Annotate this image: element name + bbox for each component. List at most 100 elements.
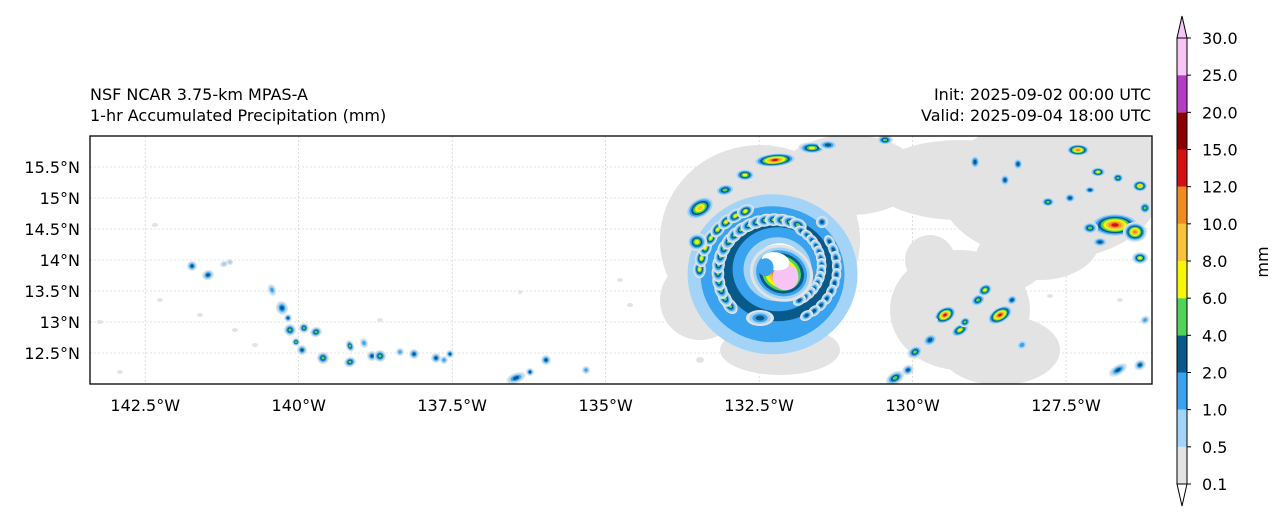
precip-area [157,298,163,302]
precip-contour [300,348,304,352]
precip-contour [831,247,836,252]
valid-time: Valid: 2025-09-04 18:00 UTC [920,106,1151,125]
precip-contour [694,240,700,244]
precip-contour [834,272,838,278]
precip-area [932,318,938,322]
precip-area [772,264,799,291]
precip-contour [1087,226,1093,230]
field-name: 1-hr Accumulated Precipitation (mm) [90,106,387,125]
colorbar-tick-label: 0.1 [1202,475,1227,494]
precip-contour [824,296,829,301]
colorbar-extend-min [1176,483,1188,507]
colorbar-segment [1177,409,1187,447]
precip-contour [412,352,416,356]
precip-contour [221,262,227,266]
precip-contour [1068,196,1072,200]
precip-contour [544,358,548,362]
lat-tick-label: 14°N [40,251,80,270]
precip-contour [892,376,898,380]
precip-contour [314,330,318,334]
colorbar-tick-label: 0.5 [1202,438,1227,457]
precip-contour [824,143,832,147]
latitude-axis: 15.5°N 15°N 14.5°N 14°N 13.5°N 13°N 12.5°N [24,158,80,363]
colorbar-segment [1177,112,1187,150]
precip-area [617,278,623,282]
precip-contour [1111,223,1119,227]
colorbar-segment [1177,335,1187,373]
precip-contour [1138,256,1142,260]
lat-tick-label: 15.5°N [24,158,80,177]
precip-contour [742,173,748,177]
precip-contour [370,354,374,358]
colorbar-tick-label: 30.0 [1202,29,1238,48]
precip-contour [1096,170,1100,174]
precip-area [197,313,203,317]
precip-contour [1016,162,1020,166]
precip-contour [348,360,352,364]
precip-contour [584,368,588,372]
precip-contour [1143,318,1147,322]
precip-contour [755,315,765,321]
precip-contour [1076,149,1080,151]
colorbar-tick-label: 20.0 [1202,103,1238,122]
precip-contour [983,288,987,292]
colorbar-tick-label: 15.0 [1202,141,1238,160]
precip-contour [722,188,728,192]
precip-contour [1046,200,1050,204]
precip-contour [288,328,292,332]
precip-contour [398,350,402,354]
longitude-axis: 142.5°W 140°W 137.5°W 135°W 132.5°W 130°W 127.… [110,396,1101,415]
precip-contour [743,209,748,213]
lat-tick-label: 13.5°N [24,282,80,301]
precip-contour [819,303,823,308]
precip-area [377,318,383,322]
precip-contour [1019,342,1025,348]
lon-tick-label: 140°W [272,396,327,415]
precip-contour [697,205,703,211]
colorbar-segment [1177,372,1187,410]
precip-contour [1133,230,1137,234]
precip-contour [771,158,779,162]
precip-area [905,235,955,285]
lon-tick-label: 132.5°W [724,396,794,415]
precip-contour [906,368,910,372]
precip-area [937,278,943,282]
precip-area [696,357,704,363]
precip-contour [913,350,917,354]
precip-contour [700,256,703,261]
precip-contour [1138,363,1142,367]
colorbar-tick-label: 12.0 [1202,178,1238,197]
precip-contour [378,354,382,358]
colorbar-tick-label: 4.0 [1202,326,1227,345]
precip-area [252,343,258,347]
plot-title-left: NSF NCAR 3.75-km MPAS-A 1-hr Accumulated… [90,84,386,126]
precip-contour [709,236,713,240]
lon-tick-label: 142.5°W [110,396,180,415]
precip-area [940,315,1060,384]
precip-area [757,258,774,277]
lon-tick-label: 135°W [578,396,633,415]
precip-area [627,303,633,307]
precip-contour [927,337,933,343]
precip-contour [1138,184,1142,188]
lon-tick-label: 127.5°W [1031,396,1101,415]
colorbar-segment [1177,75,1187,113]
colorbar-label: mm [1253,246,1272,277]
precip-area [518,290,522,294]
precipitation-field [97,136,1152,384]
precip-contour [448,352,452,356]
precip-contour [882,138,888,142]
precip-contour [957,328,963,332]
precip-contour [1088,188,1092,192]
precip-contour [698,267,701,272]
precip-area [975,230,1045,290]
precip-contour [963,320,967,324]
precip-contour [998,313,1002,317]
precip-contour [943,313,947,317]
colorbar-extend-max [1176,15,1188,39]
precip-contour [835,264,839,269]
colorbar-segment [1177,261,1187,299]
precip-contour [442,358,446,362]
precip-area [97,320,103,324]
